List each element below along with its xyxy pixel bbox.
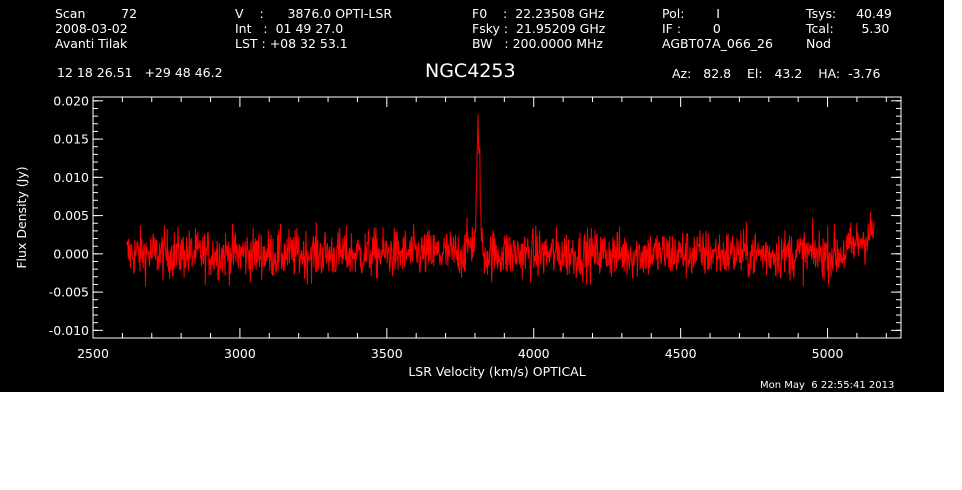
- y-axis-tick-labels: -0.010 -0.005 0.000 0.005 0.010 0.015 0.020: [49, 93, 89, 338]
- y-tick-label: 0.005: [53, 208, 89, 223]
- y-axis-label: Flux Density (Jy): [14, 166, 29, 268]
- y-axis-ticks: [93, 100, 901, 331]
- header-tsys: Tsys: 40.49: [806, 6, 892, 21]
- y-tick-label: 0.000: [53, 246, 89, 261]
- x-tick-label: 4500: [665, 346, 697, 361]
- plot-panel: Scan 72 2008-03-02 Avanti Tilak V : 3876…: [0, 0, 944, 392]
- spectrum-chart: -0.010 -0.005 0.000 0.005 0.010 0.015 0.020 25…: [14, 93, 902, 379]
- y-tick-label: -0.005: [49, 285, 89, 300]
- header-velocity: V : 3876.0 OPTI-LSR: [235, 6, 393, 21]
- header-coords: 12 18 26.51 +29 48 46.2: [57, 65, 223, 80]
- header-if: IF : 0: [662, 21, 721, 36]
- x-tick-label: 3000: [224, 346, 256, 361]
- header-bw: BW : 200.0000 MHz: [472, 36, 603, 51]
- y-tick-label: 0.015: [53, 132, 89, 147]
- header-scan: Scan 72: [55, 6, 138, 21]
- x-tick-label: 2500: [77, 346, 109, 361]
- y-tick-label: 0.020: [53, 93, 89, 108]
- x-axis-tick-labels: 2500 3000 3500 4000 4500 5000: [77, 346, 843, 361]
- x-axis-label: LSR Velocity (km/s) OPTICAL: [408, 364, 585, 379]
- source-name: NGC4253: [425, 60, 516, 82]
- x-tick-label: 5000: [812, 346, 844, 361]
- header-integration: Int : 01 49 27.0: [235, 21, 344, 36]
- header-f0: F0 : 22.23508 GHz: [472, 6, 605, 21]
- plot-frame: [92, 96, 902, 339]
- header-fsky: Fsky : 21.95209 GHz: [472, 21, 606, 36]
- plot-timestamp: Mon May 6 22:55:41 2013: [760, 380, 895, 391]
- x-tick-label: 4000: [518, 346, 550, 361]
- header-procedure: Nod: [806, 36, 831, 51]
- header-tcal: Tcal: 5.30: [806, 21, 890, 36]
- header-pol: Pol: I: [662, 6, 720, 21]
- header-observer: Avanti Tilak: [55, 36, 128, 51]
- x-tick-label: 3500: [371, 346, 403, 361]
- header-azel: Az: 82.8 El: 43.2 HA: -3.76: [672, 66, 881, 81]
- y-tick-label: 0.010: [53, 170, 89, 185]
- y-tick-label: -0.010: [49, 323, 89, 338]
- x-axis-ticks: [92, 97, 887, 338]
- header-lst: LST : +08 32 53.1: [235, 36, 348, 51]
- header-project: AGBT07A_066_26: [662, 36, 773, 51]
- header-date: 2008-03-02: [55, 21, 128, 36]
- spectrum-line: [126, 114, 875, 287]
